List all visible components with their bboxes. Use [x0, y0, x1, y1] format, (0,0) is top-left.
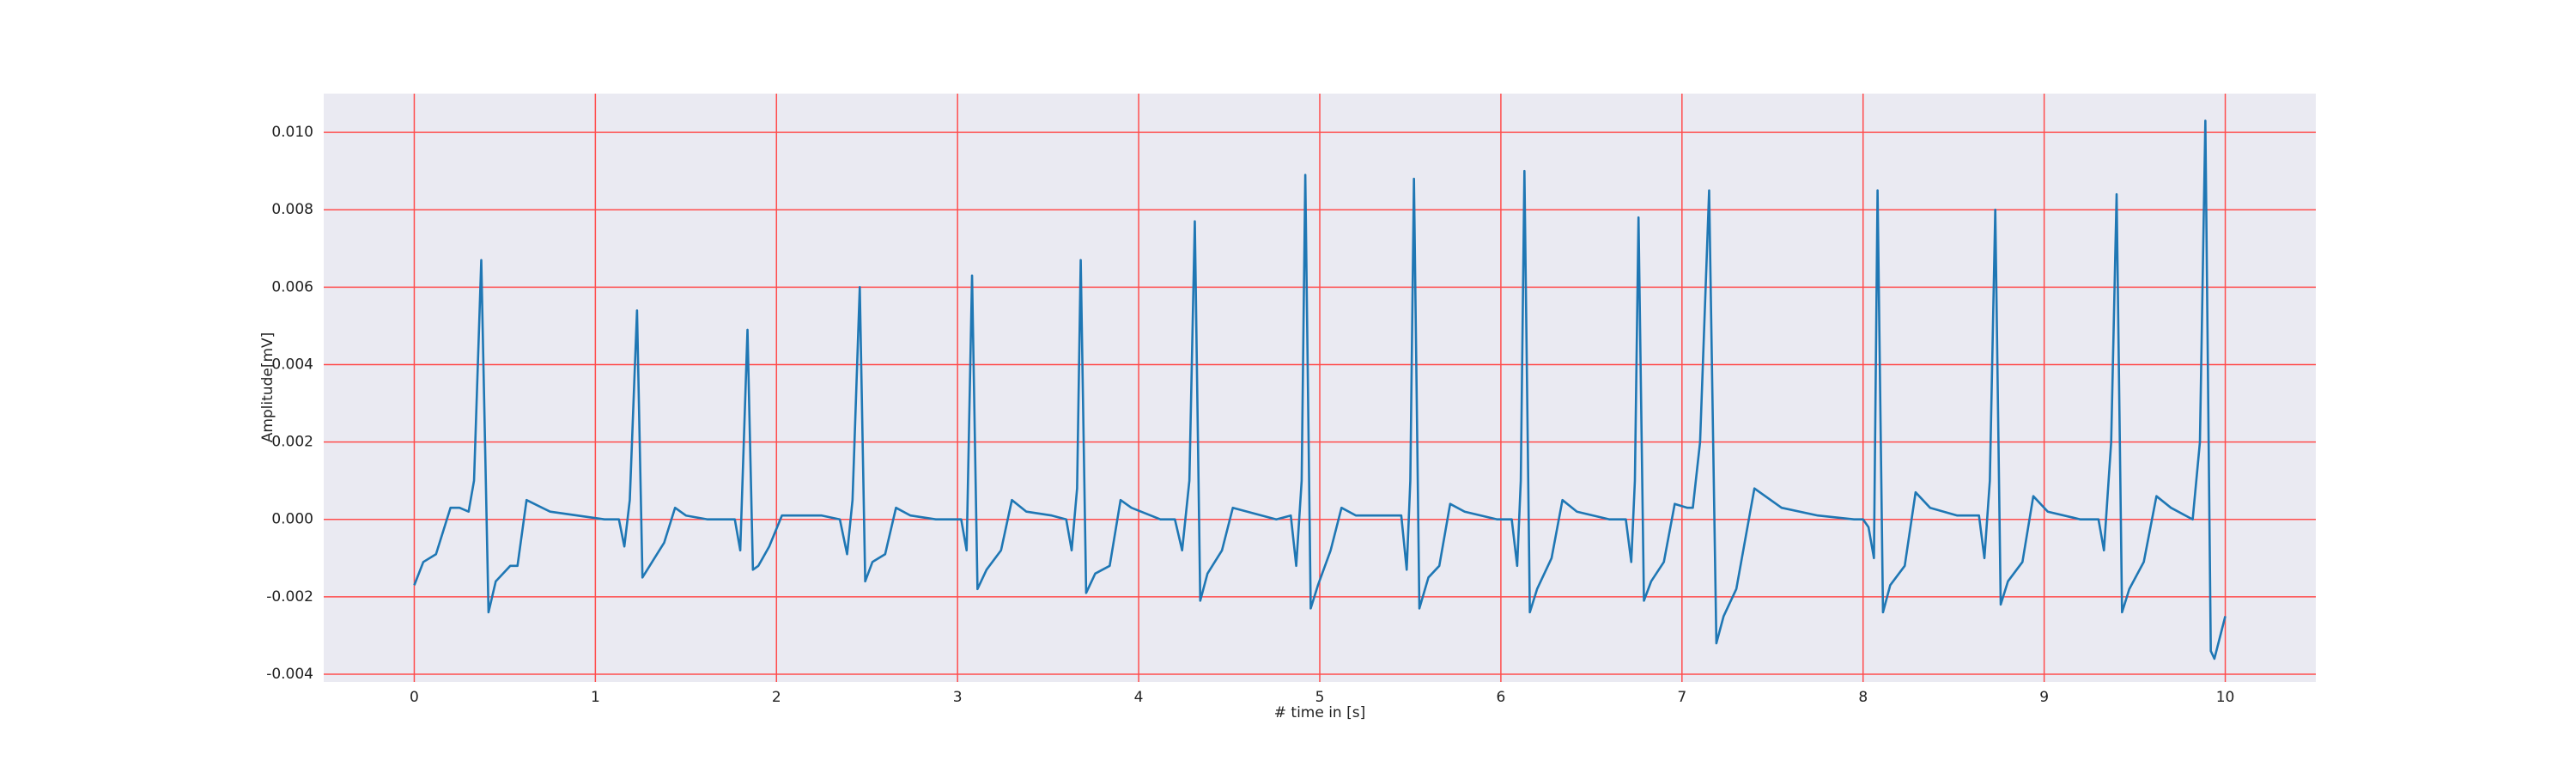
x-tick-label: 1 [591, 689, 600, 706]
y-tick-label: 0.006 [271, 278, 313, 295]
y-tick-label: -0.004 [266, 666, 313, 683]
x-tick-label: 5 [1315, 689, 1325, 706]
y-tick-label: -0.002 [266, 588, 313, 606]
x-tick-label: 10 [2216, 689, 2235, 706]
y-tick-label: 0.010 [271, 124, 313, 141]
ecg-line [413, 119, 2227, 660]
x-axis-label: # time in [s] [1274, 704, 1365, 721]
x-tick-label: 4 [1134, 689, 1144, 706]
y-tick-label: 0.002 [271, 434, 313, 451]
y-axis-label: Amplitude[mV] [259, 332, 276, 443]
x-tick-label: 6 [1496, 689, 1505, 706]
x-tick-label: 9 [2039, 689, 2049, 706]
x-tick-label: 8 [1858, 689, 1868, 706]
x-tick-label: 3 [953, 689, 963, 706]
x-tick-label: 2 [772, 689, 781, 706]
y-tick-label: 0.004 [271, 356, 313, 373]
y-tick-label: 0.000 [271, 511, 313, 528]
x-tick-label: 7 [1677, 689, 1686, 706]
y-tick-label: 0.008 [271, 201, 313, 218]
x-tick-label: 0 [410, 689, 419, 706]
